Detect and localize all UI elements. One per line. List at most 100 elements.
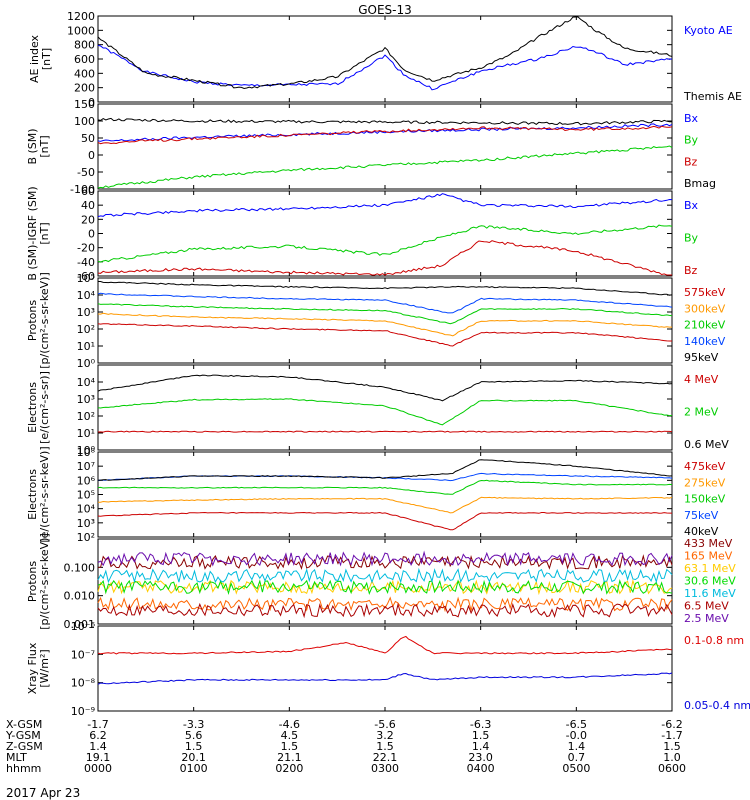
y-tick-label: 10⁻⁹ (71, 705, 95, 718)
footer-row-label: Y-GSM (5, 729, 41, 742)
y-tick-label: 10⁴ (77, 289, 96, 302)
legend-entry: Themis AE (683, 90, 742, 103)
footer-value: -0.0 (566, 729, 587, 742)
series-line (98, 496, 673, 514)
y-tick-label: 10⁵ (77, 272, 95, 285)
y-tick-label: 10² (77, 410, 95, 423)
footer-value: -3.3 (183, 718, 204, 731)
footer-value: 20.1 (181, 751, 206, 764)
legend-entry: 63.1 MeV (684, 562, 736, 575)
legend-entry: 2.5 MeV (684, 612, 729, 625)
legend-entry: 575keV (684, 286, 726, 299)
y-tick-label: 0.001 (64, 618, 96, 631)
footer-value: -4.6 (279, 718, 300, 731)
y-axis-unit: [nT] (38, 222, 51, 244)
y-axis-unit: [p/(cm²-s-sr-keV)] (38, 533, 51, 630)
legend-entry: Kyoto AE (684, 24, 733, 37)
legend-entry: Bmag (684, 177, 716, 190)
y-tick-label: 20 (81, 213, 95, 226)
y-tick-label: 0.100 (64, 561, 96, 574)
series-line (97, 672, 673, 685)
y-tick-label: 100 (74, 115, 95, 128)
y-tick-label: 0 (88, 228, 95, 241)
y-tick-label: 10⁰ (77, 444, 96, 457)
legend-entry: By (684, 134, 699, 147)
y-tick-label: 10⁴ (77, 376, 96, 389)
footer-value: 1.5 (185, 740, 203, 753)
y-axis-label: Protons (26, 561, 39, 602)
footer-value: -1.7 (87, 718, 108, 731)
footer-value: 5.6 (185, 729, 203, 742)
series-line (97, 579, 673, 596)
series-line (97, 398, 673, 426)
footer-value: 3.2 (376, 729, 394, 742)
legend-entry: 40keV (684, 525, 719, 538)
footer-row-label: Z-GSM (6, 740, 43, 753)
series-line (97, 224, 673, 263)
y-tick-label: 10³ (77, 306, 95, 319)
footer-value: -5.6 (374, 718, 395, 731)
footer-row-label: hhmm (6, 762, 41, 775)
footer-value: 4.5 (281, 729, 299, 742)
footer-value: -1.7 (661, 729, 682, 742)
footer-value: 0000 (84, 762, 112, 775)
y-axis-unit: [nT] (38, 135, 51, 157)
legend-entry: 95keV (684, 351, 719, 364)
y-axis-label: AE index (28, 34, 41, 83)
y-axis-label: Protons (26, 300, 39, 341)
footer-value: 1.4 (568, 740, 586, 753)
legend-entry: 165 MeV (684, 550, 733, 563)
series-line (97, 125, 673, 145)
footer-value: 1.5 (472, 729, 490, 742)
y-axis-label: Electrons (26, 382, 39, 433)
y-tick-label: 10⁸ (77, 446, 96, 459)
y-axis-label: B (SM)-IGRF (SM) (26, 186, 39, 280)
footer-value: 1.4 (89, 740, 107, 753)
legend-entry: 210keV (684, 319, 726, 332)
legend-entry: 140keV (684, 335, 726, 348)
legend-entry: 300keV (684, 302, 726, 315)
legend-entry: 275keV (684, 476, 726, 489)
footer-value: 0500 (562, 762, 590, 775)
series-line (97, 193, 673, 218)
series-line (97, 479, 673, 495)
footer-value: 0600 (658, 762, 686, 775)
footer-value: 0200 (275, 762, 303, 775)
y-tick-label: 10⁶ (77, 474, 96, 487)
series-line (97, 550, 673, 567)
date-label: 2017 Apr 23 (6, 786, 80, 800)
footer-value: 22.1 (373, 751, 398, 764)
series-line (97, 16, 673, 90)
y-tick-label: -40 (77, 256, 95, 269)
footer-value: 23.0 (468, 751, 493, 764)
legend-entry: 0.6 MeV (684, 438, 729, 451)
y-tick-label: 10⁻⁶ (71, 620, 96, 633)
series-line (97, 117, 672, 126)
y-axis-unit: [p/(cm²-s-sr-keV)] (38, 272, 51, 369)
y-tick-label: 10³ (77, 393, 95, 406)
footer-value: 1.5 (281, 740, 299, 753)
series-line (97, 323, 672, 347)
series-line (97, 472, 673, 482)
y-tick-label: 0 (88, 96, 95, 109)
panel-frame (97, 103, 673, 190)
chart-title: GOES-13 (358, 3, 412, 17)
series-line (97, 292, 673, 314)
legend-entry: Bz (684, 264, 698, 277)
footer-row-label: MLT (6, 751, 27, 764)
legend-entry: 0.05-0.4 nm (684, 699, 750, 712)
y-tick-label: 0 (88, 149, 95, 162)
y-tick-label: 10³ (77, 517, 95, 530)
footer-value: 1.0 (663, 751, 681, 764)
series-line (97, 635, 673, 655)
y-axis-unit: [e/(cm²-s-sr-keV)] (38, 446, 51, 542)
legend-entry: 11.6 MeV (684, 587, 736, 600)
series-line (97, 602, 673, 619)
y-tick-label: 10⁰ (77, 357, 96, 370)
footer-value: -6.3 (470, 718, 491, 731)
y-tick-label: -20 (77, 242, 95, 255)
legend-entry: By (684, 232, 699, 245)
footer-value: 0300 (371, 762, 399, 775)
y-tick-label: -50 (77, 166, 95, 179)
y-tick-label: 10⁵ (77, 489, 95, 502)
